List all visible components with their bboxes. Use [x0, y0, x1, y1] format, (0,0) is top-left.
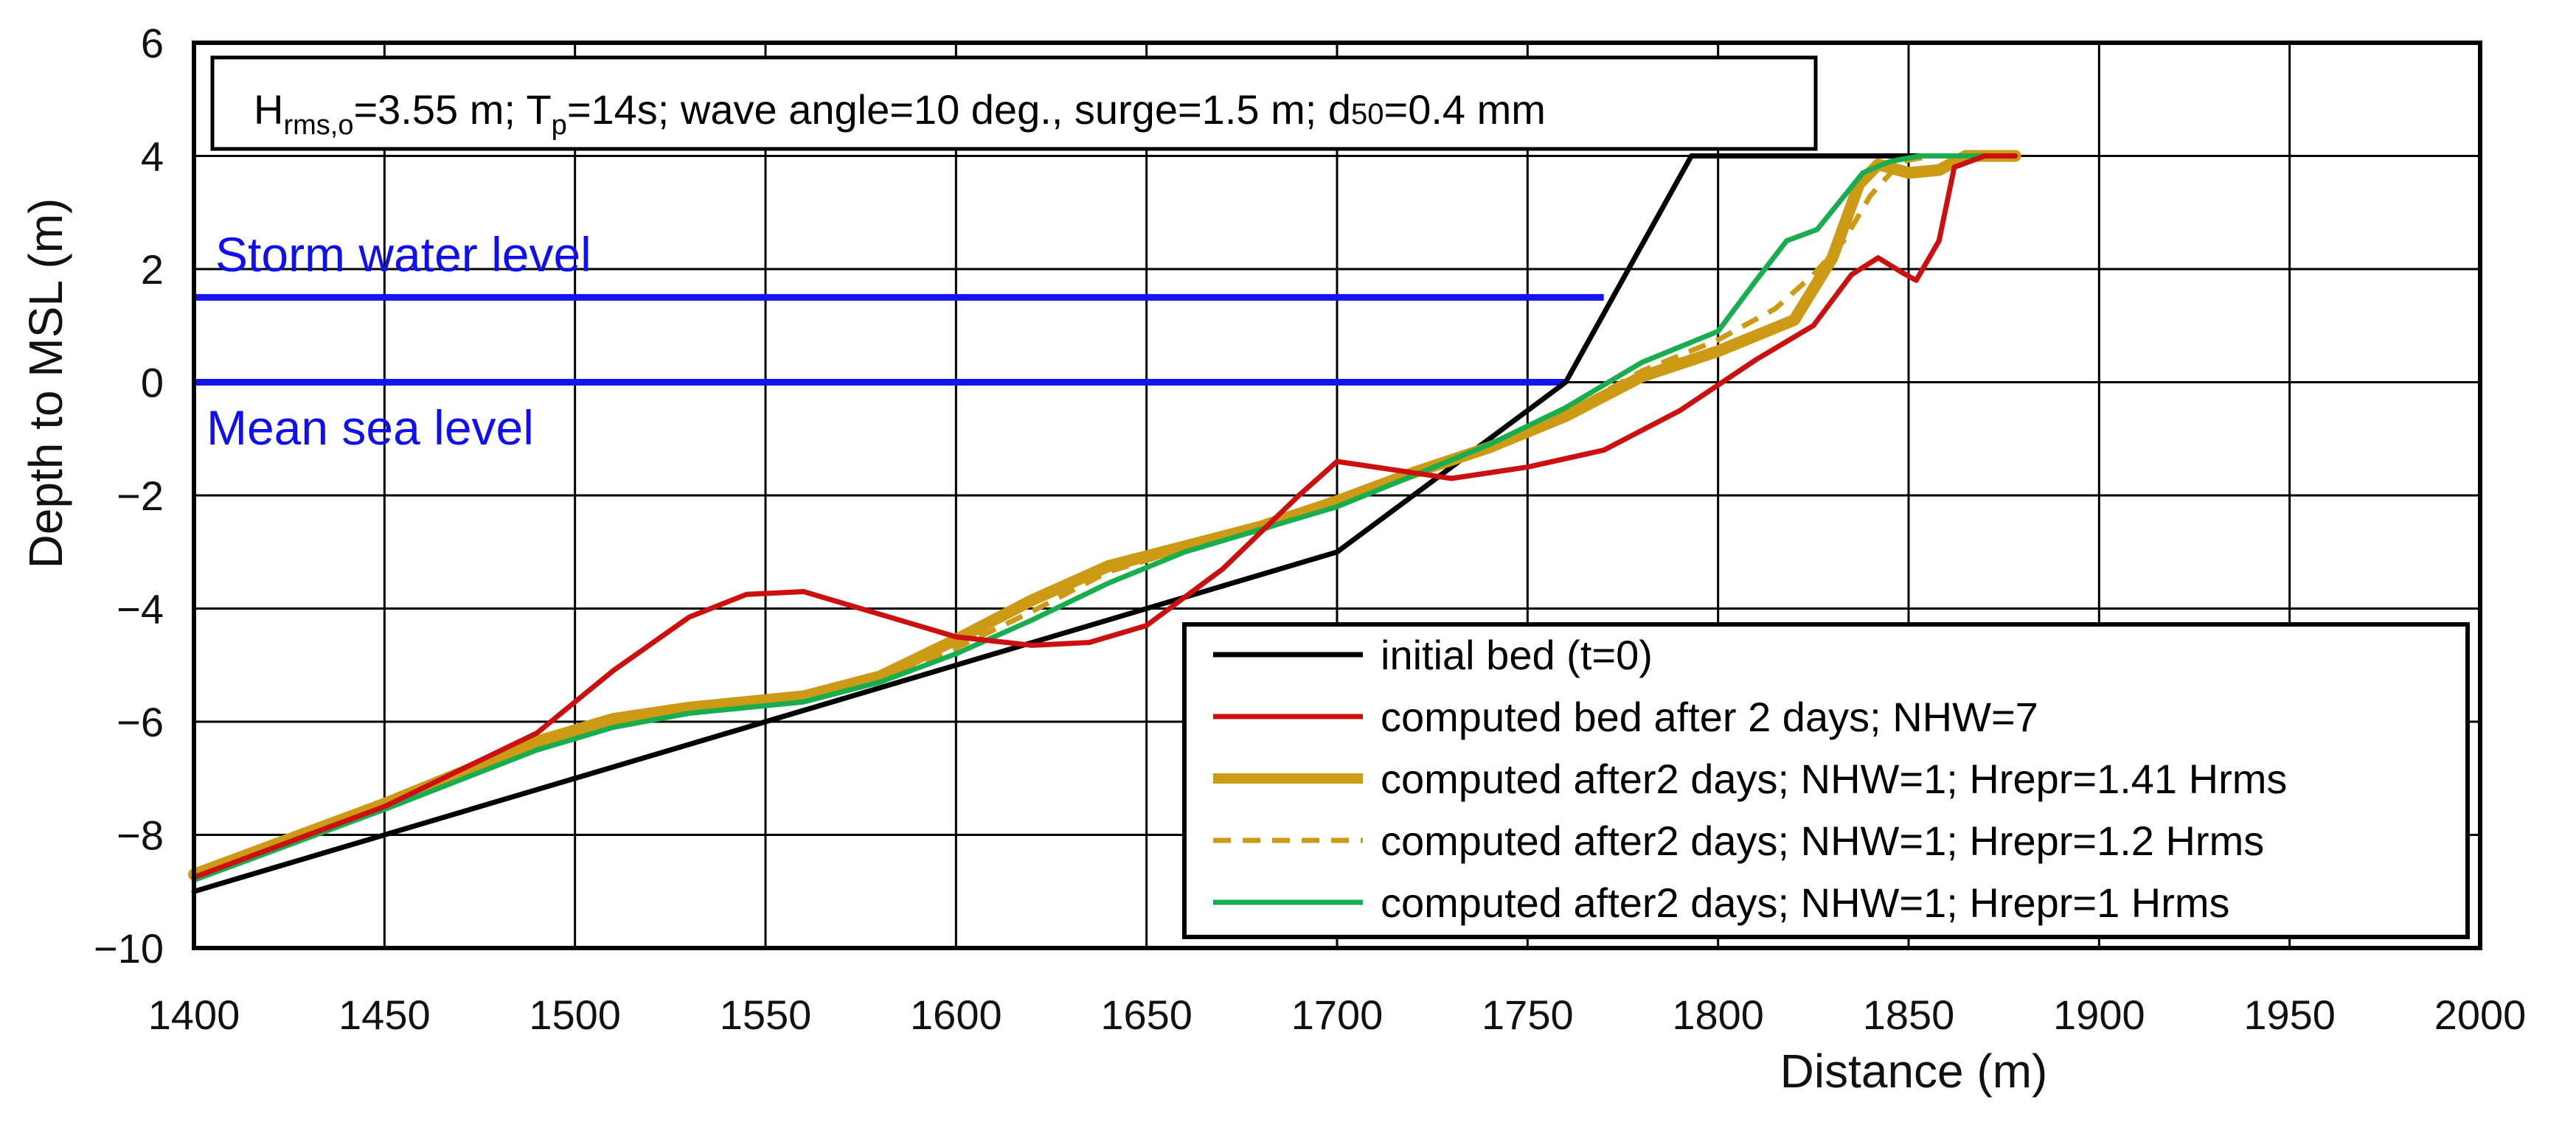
info-h-sub: rms,o: [283, 110, 353, 141]
series-line: [191, 153, 2018, 880]
series-line: [191, 153, 2018, 883]
x-tick-label: 1450: [339, 992, 431, 1038]
y-tick-labels: 6 4 2 0 −2 −4 −6 −8 −10: [94, 20, 164, 972]
info-t-sub: p: [552, 110, 567, 141]
y-tick-label: −6: [117, 699, 164, 745]
legend-items: initial bed (t=0) computed bed after 2 da…: [1213, 632, 2287, 926]
x-tick-label: 1700: [1291, 992, 1384, 1038]
series-line: [191, 153, 2018, 894]
x-tick-label: 1950: [2243, 992, 2336, 1038]
x-tick-label: 1800: [1672, 992, 1764, 1038]
series-line: [192, 153, 2016, 880]
y-tick-label: 6: [141, 20, 164, 66]
x-tick-label: 1600: [910, 992, 1002, 1038]
x-tick-label: 1750: [1482, 992, 1574, 1038]
y-tick-label: −4: [117, 586, 164, 633]
info-after-d: =0.4 mm: [1384, 86, 1546, 133]
y-tick-label: −10: [94, 925, 164, 972]
x-tick-label: 1900: [2053, 992, 2145, 1038]
x-axis-title: Distance (m): [1780, 1045, 2048, 1098]
y-axis-title: Depth to MSL (m): [19, 198, 72, 569]
y-tick-label: 4: [141, 133, 164, 180]
plot-frame: [192, 41, 2482, 950]
legend: initial bed (t=0) computed bed after 2 da…: [1182, 622, 2470, 939]
series-group: [188, 150, 2021, 894]
y-tick-label: −8: [117, 812, 164, 859]
legend-label: computed bed after 2 days; NHW=7: [1381, 694, 2038, 740]
reference-lines: [194, 293, 1604, 386]
info-box-text: Hrms,o=3.55 m; Tp=14s; wave angle=10 deg…: [254, 86, 1546, 141]
info-box: Hrms,o=3.55 m; Tp=14s; wave angle=10 deg…: [210, 55, 1818, 151]
info-after-h: =3.55 m; T: [353, 86, 551, 133]
y-tick-label: 0: [141, 360, 164, 406]
legend-label: computed after2 days; NHW=1; Hrepr=1 Hrm…: [1381, 879, 2230, 926]
info-h: H: [254, 86, 283, 133]
x-tick-label: 2000: [2434, 992, 2527, 1038]
legend-label: computed after2 days; NHW=1; Hrepr=1.2 H…: [1381, 818, 2264, 864]
x-tick-label: 1550: [720, 992, 812, 1038]
y-tick-label: −2: [117, 473, 164, 519]
y-tick-label: 2: [141, 246, 164, 293]
legend-label: computed after2 days; NHW=1; Hrepr=1.41 …: [1381, 756, 2287, 802]
legend-frame: [1182, 622, 2470, 939]
x-tick-label: 1850: [1863, 992, 1955, 1038]
x-tick-label: 1650: [1100, 992, 1192, 1038]
x-tick-labels: 1400 1450 1500 1550 1600 1650 1700 1750 1800 1850…: [148, 992, 2527, 1038]
info-after-t: =14s; wave angle=10 deg., surge=1.5 m; d: [567, 86, 1351, 133]
storm-water-level-label: Storm water level: [215, 227, 591, 282]
mean-sea-level-label: Mean sea level: [206, 400, 534, 455]
legend-label: initial bed (t=0): [1381, 632, 1653, 678]
info-box-frame: [210, 55, 1818, 151]
info-d-sub: 50: [1351, 98, 1384, 130]
x-tick-label: 1400: [148, 992, 240, 1038]
x-tick-label: 1500: [529, 992, 621, 1038]
